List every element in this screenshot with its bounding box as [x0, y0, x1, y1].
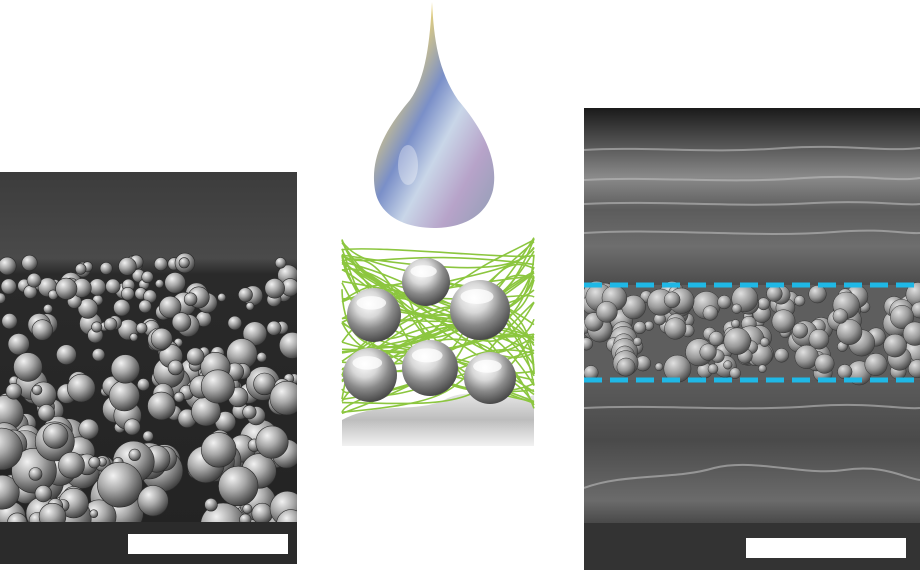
droplet: [373, 2, 495, 228]
droplet-highlight: [398, 145, 418, 185]
particle-grains: [584, 280, 920, 386]
center-schematic: [338, 0, 538, 452]
layer-streaks: [584, 145, 920, 489]
left-scale-bar: [128, 534, 288, 554]
metal-spheres: [343, 258, 516, 404]
left-sem-svg: [0, 172, 297, 564]
right-sem-image: [584, 108, 920, 570]
center-schematic-svg: [341, 2, 535, 446]
substrate-surface: [342, 393, 534, 446]
right-sem-svg: [584, 108, 920, 570]
left-sem-image: [0, 172, 297, 564]
left-particle-layer: [0, 252, 297, 549]
right-scale-bar: [746, 538, 906, 558]
